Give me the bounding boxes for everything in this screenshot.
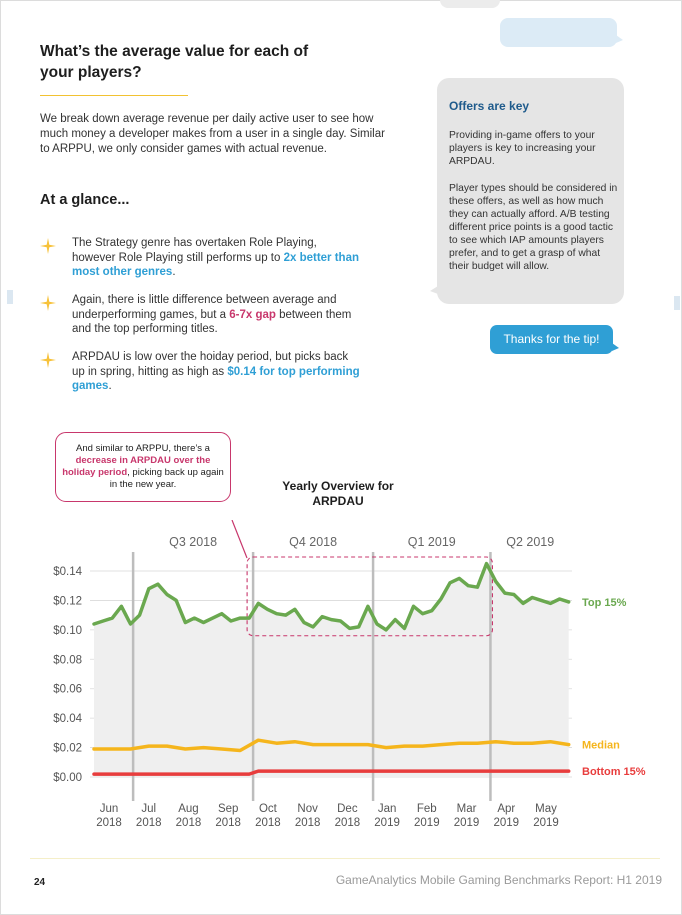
bullet-text: ARPDAU is low over the hoiday period, bu…	[72, 351, 360, 393]
chart-title: Yearly Overview for ARPDAU	[282, 479, 394, 508]
quarter-label: Q4 2018	[289, 535, 337, 549]
y-tick-label: $0.04	[53, 713, 82, 725]
x-tick-label: Oct 2018	[255, 803, 281, 829]
x-tick-label: Aug 2018	[176, 803, 202, 829]
holiday-annotation: And similar to ARPPU, there’s a decrease…	[55, 432, 231, 502]
quarter-label: Q2 2019	[506, 535, 554, 549]
top15-fill	[94, 563, 569, 777]
page-title: What’s the average value for each of you…	[40, 43, 309, 81]
bullet-highlight: 2x better than most other genres	[72, 251, 359, 279]
x-tick-year: 2018	[136, 817, 162, 829]
sparkle-icon	[40, 352, 56, 368]
x-tick-label: Jul 2018	[136, 803, 162, 829]
x-tick-year: 2019	[374, 817, 400, 829]
glance-bullet: The Strategy genre has overtaken Role Pl…	[40, 236, 360, 280]
chart-series	[92, 561, 571, 776]
title-divider	[40, 95, 188, 96]
x-tick-year: 2018	[255, 817, 281, 829]
x-tick-year: 2018	[176, 817, 202, 829]
bottom-15-line	[92, 769, 571, 776]
offers-paragraph: Player types should be considered in the…	[449, 183, 618, 272]
x-tick-year: 2019	[414, 817, 440, 829]
y-tick-label: $0.12	[53, 595, 82, 607]
quarter-labels: Q3 2018 Q4 2018 Q1 2019 Q2 2019	[169, 535, 554, 549]
x-tick-month: Jul	[141, 803, 156, 815]
x-tick-year: 2018	[96, 817, 122, 829]
x-tick-label: Nov 2018	[295, 803, 321, 829]
glance-bullet: Again, there is little difference betwee…	[40, 293, 360, 337]
median-line	[92, 738, 571, 753]
top-15-label: Top 15%	[582, 597, 627, 609]
intro-paragraph: We break down average revenue per daily …	[40, 113, 385, 155]
x-tick-label: Feb 2019	[414, 803, 440, 829]
glance-heading: At a glance...	[40, 192, 130, 208]
x-tick-label: Jun 2018	[96, 803, 122, 829]
x-tick-month: Dec	[337, 803, 358, 815]
footer-report-title: GameAnalytics Mobile Gaming Benchmarks R…	[335, 873, 662, 887]
bullet-highlight: 6-7x gap	[229, 308, 276, 321]
x-tick-month: Aug	[178, 803, 198, 815]
y-tick-label: $0.00	[53, 772, 82, 784]
x-tick-month: Apr	[497, 803, 515, 815]
x-tick-label: Jan 2019	[374, 803, 400, 829]
x-tick-month: Oct	[259, 803, 278, 815]
y-tick-label: $0.08	[53, 654, 82, 666]
x-tick-label: May 2019	[533, 803, 559, 829]
x-tick-month: Nov	[297, 803, 318, 815]
top15-area	[94, 563, 569, 777]
offers-paragraph: Providing in-game offers to your players…	[449, 130, 596, 167]
footer-divider	[30, 858, 660, 859]
quarter-label: Q1 2019	[408, 535, 456, 549]
sparkle-icon	[40, 238, 56, 254]
page-edge-tab	[7, 290, 13, 304]
x-tick-year: 2019	[454, 817, 480, 829]
x-tick-month: Sep	[218, 803, 238, 815]
bullet-highlight: $0.14 for top performing games	[72, 365, 360, 393]
page-number: 24	[34, 877, 46, 888]
x-tick-month: Jan	[378, 803, 397, 815]
holiday-highlight	[246, 556, 493, 637]
offers-tip-box: Offers are key Providing in-game offers …	[430, 78, 624, 304]
y-tick-label: $0.06	[53, 684, 82, 696]
x-tick-month: Jun	[100, 803, 119, 815]
chat-bubble-stub	[440, 0, 500, 8]
x-tick-label: Sep 2018	[215, 803, 241, 829]
y-tick-label: $0.14	[53, 566, 82, 578]
x-tick-label: Dec 2018	[335, 803, 361, 829]
x-tick-year: 2019	[493, 817, 519, 829]
page-edge-tab	[674, 296, 680, 310]
x-tick-year: 2018	[295, 817, 321, 829]
y-tick-label: $0.10	[53, 625, 82, 637]
chat-bubble-blue	[500, 18, 623, 47]
sparkle-icon	[40, 295, 56, 311]
x-tick-label: Mar 2019	[454, 803, 480, 829]
x-tick-month: May	[535, 803, 557, 815]
x-tick-month: Feb	[417, 803, 437, 815]
arpdau-chart: $0.00 $0.02 $0.04 $0.06 $0.08 $0.10 $0.12 $0.14…	[53, 520, 646, 829]
annotation-text: And similar to ARPPU, there’s a decrease…	[62, 443, 224, 490]
thanks-reply-bubble: Thanks for the tip!	[490, 325, 619, 354]
bottom-15-label: Bottom 15%	[582, 766, 646, 778]
annotation-highlight: decrease in ARPDAU over the holiday peri…	[62, 455, 211, 478]
series-labels: Top 15% Median Bottom 15%	[582, 597, 646, 778]
quarter-label: Q3 2018	[169, 535, 217, 549]
glance-bullet: ARPDAU is low over the hoiday period, bu…	[40, 350, 360, 394]
top-15-line	[92, 561, 571, 632]
quarter-dividers	[131, 552, 492, 801]
offers-title: Offers are key	[449, 99, 530, 113]
y-tick-label: $0.02	[53, 743, 82, 755]
bullet-text: The Strategy genre has overtaken Role Pl…	[72, 237, 359, 279]
median-label: Median	[582, 740, 620, 752]
holiday-highlight-box	[246, 556, 493, 637]
y-axis: $0.00 $0.02 $0.04 $0.06 $0.08 $0.10 $0.12 $0.14	[53, 566, 82, 784]
x-tick-label: Apr 2019	[493, 803, 519, 829]
x-axis: Jun 2018 Jul 2018 Aug 2018 Sep 2018 Oct 2018 Nov 20…	[96, 803, 559, 829]
x-tick-year: 2019	[533, 817, 559, 829]
bullet-text: Again, there is little difference betwee…	[72, 294, 352, 335]
x-tick-year: 2018	[335, 817, 361, 829]
x-tick-month: Mar	[457, 803, 477, 815]
x-tick-year: 2018	[215, 817, 241, 829]
annotation-pointer	[231, 520, 248, 559]
